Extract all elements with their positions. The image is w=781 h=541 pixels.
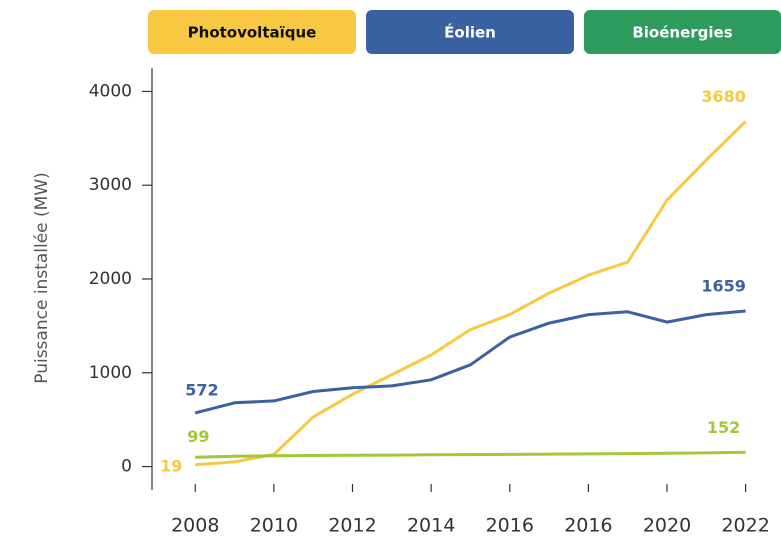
x-tick-label: 2022: [721, 515, 769, 537]
value-label: 152: [707, 418, 740, 437]
y-tick-label: 4000: [89, 81, 132, 101]
x-tick-label: 2016: [486, 515, 534, 537]
x-tick-label: 2012: [328, 515, 376, 537]
value-label: 1659: [701, 276, 746, 295]
x-tick-label: 2020: [643, 515, 691, 537]
y-tick-label: 1000: [89, 363, 132, 383]
legend-label[interactable]: Photovoltaïque: [188, 24, 317, 42]
series-line: [195, 450, 746, 459]
legend-button[interactable]: [148, 10, 356, 54]
series-line: [195, 120, 747, 467]
x-tick-label: 2014: [407, 515, 455, 537]
value-label: 99: [187, 427, 209, 446]
legend-label[interactable]: Bioénergies: [632, 24, 732, 42]
legend-button[interactable]: [584, 10, 781, 54]
y-tick-label: 0: [121, 457, 132, 477]
value-label: 19: [160, 456, 182, 475]
x-tick-label: 2008: [171, 515, 219, 537]
value-label: 3680: [701, 87, 746, 106]
legend-button[interactable]: [366, 10, 574, 54]
series-line: [194, 309, 746, 415]
x-tick-label: 2010: [250, 515, 298, 537]
value-label: 572: [185, 380, 218, 399]
legend-label[interactable]: Éolien: [444, 23, 496, 42]
x-tick-label: 2016: [564, 515, 612, 537]
y-tick-label: 2000: [89, 269, 132, 289]
y-tick-label: 3000: [89, 175, 132, 195]
y-axis-label: Puissance installée (MW): [32, 172, 52, 384]
